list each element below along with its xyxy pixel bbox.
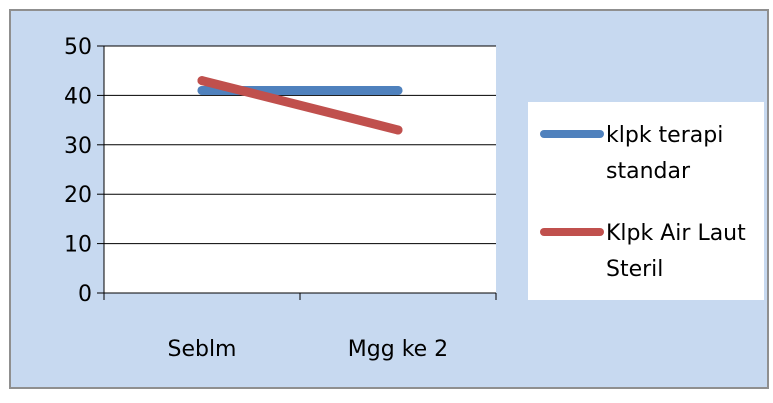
y-tick-label: 10 [64,233,92,258]
y-tick-label: 20 [64,183,92,208]
data-point [197,76,207,86]
legend-label-1: klpk terapi [606,123,723,148]
legend-label-1: standar [606,159,691,184]
data-point [197,85,207,95]
x-tick-label: Mgg ke 2 [348,337,448,362]
chart-area: 0 10 20 30 40 50 Seblm Mgg ke 2 klpk terapi stand… [9,9,769,389]
series-line-2 [197,76,403,135]
legend-label-2: Steril [606,257,663,282]
y-tick-label: 50 [64,35,92,60]
line-chart: 0 10 20 30 40 50 Seblm Mgg ke 2 klpk terapi stand… [64,35,764,362]
y-tick-label: 0 [78,282,92,307]
data-point [393,85,403,95]
x-tick-label: Seblm [167,337,236,362]
data-point [393,125,403,135]
legend-label-2: Klpk Air Laut [606,221,746,246]
plot-area [104,46,496,293]
y-tick-label: 40 [64,84,92,109]
y-tick-label: 30 [64,134,92,159]
